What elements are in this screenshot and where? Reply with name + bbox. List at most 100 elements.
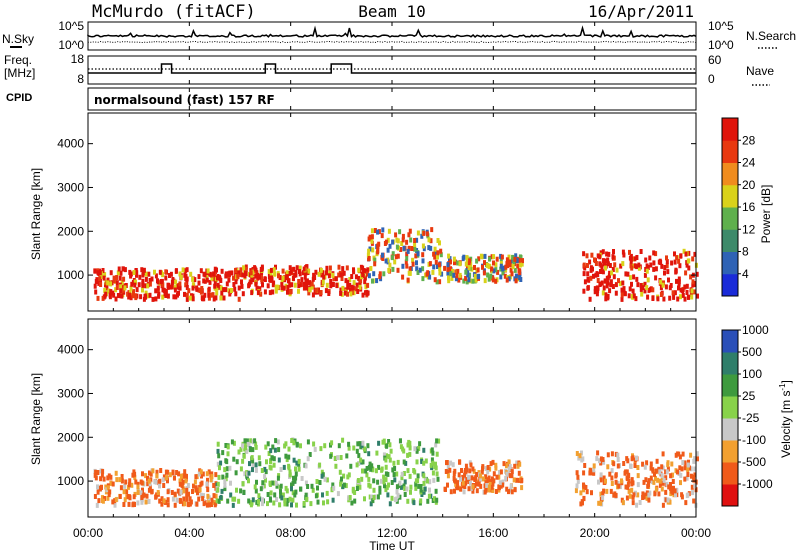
range-cell (119, 288, 123, 294)
range-cell (106, 495, 110, 501)
range-cell (689, 466, 693, 472)
range-cell (166, 284, 170, 290)
range-cell (495, 256, 499, 262)
range-cell (432, 477, 436, 483)
range-cell (290, 438, 294, 443)
range-cell (661, 451, 665, 457)
range-cell (405, 239, 409, 245)
range-cell (504, 264, 508, 270)
range-cell (415, 260, 418, 266)
range-cell (624, 469, 628, 475)
range-cell (220, 290, 224, 296)
range-cell (363, 446, 366, 452)
range-cell (382, 438, 386, 444)
range-cell (683, 460, 687, 466)
range-cell (122, 489, 126, 495)
range-cell (507, 276, 511, 282)
range-cell (637, 265, 641, 271)
range-cell (626, 481, 630, 487)
range-cell (691, 279, 695, 285)
range-cell (636, 482, 640, 488)
range-cell (147, 271, 151, 277)
range-cell (581, 500, 584, 506)
range-cell (605, 283, 609, 289)
range-cell (507, 459, 511, 465)
range-cell (302, 501, 306, 506)
range-cell (373, 228, 377, 233)
range-cell (188, 496, 192, 502)
range-cell (207, 502, 211, 508)
range-cell (311, 292, 315, 298)
range-cell (128, 292, 132, 298)
range-cell (402, 471, 406, 476)
range-cell (486, 272, 490, 278)
range-cell (255, 479, 258, 485)
range-cell (684, 251, 688, 257)
range-cell (628, 286, 632, 292)
range-cell (630, 481, 634, 487)
range-cell (421, 243, 425, 249)
range-cell (394, 232, 398, 238)
range-cell (617, 483, 621, 489)
range-cell (169, 271, 173, 277)
range-cell (355, 462, 359, 468)
range-cell (480, 469, 484, 475)
range-cell (666, 462, 670, 468)
range-cell (221, 450, 225, 456)
range-cell (425, 478, 429, 484)
range-cell (115, 275, 119, 280)
range-cell (240, 283, 244, 289)
range-cell (647, 497, 651, 503)
range-cell (174, 268, 178, 274)
range-cell (380, 233, 384, 239)
range-cell (185, 285, 189, 290)
range-cell (180, 482, 184, 488)
range-cell (658, 482, 662, 488)
range-cell (255, 285, 259, 291)
range-cell (494, 462, 498, 468)
range-cell (582, 271, 586, 277)
range-cell (355, 486, 359, 491)
range-cell (237, 296, 241, 302)
range-cell (234, 267, 237, 273)
range-cell (118, 275, 122, 281)
range-cell (692, 498, 696, 504)
range-cell (155, 473, 159, 479)
range-cell (178, 281, 182, 287)
range-cell (225, 472, 229, 478)
range-cell (333, 455, 337, 461)
range-cell (628, 249, 631, 255)
range-cell (582, 288, 586, 294)
range-cell (426, 498, 430, 504)
range-cell (444, 469, 448, 474)
range-cell (292, 273, 296, 278)
range-cell (686, 258, 690, 264)
range-cell (452, 471, 456, 476)
range-cell (382, 474, 386, 480)
range-cell (227, 277, 231, 283)
range-cell (467, 479, 471, 484)
range-cell (134, 268, 138, 273)
range-cell (212, 493, 216, 499)
range-cell (419, 484, 423, 489)
range-cell (406, 498, 410, 504)
range-cell (183, 268, 187, 274)
range-cell (287, 271, 291, 276)
range-cell (671, 290, 675, 296)
range-cell (461, 474, 465, 480)
range-cell (114, 470, 118, 476)
range-cell (679, 294, 682, 300)
range-cell (356, 478, 360, 483)
colorbar-tick-label: 4 (742, 267, 749, 281)
range-cell (384, 457, 388, 463)
range-cell (491, 277, 495, 283)
range-cell (237, 285, 241, 291)
range-cell (362, 268, 366, 274)
range-cell (405, 263, 409, 269)
range-cell (216, 481, 220, 487)
range-cell (516, 463, 520, 469)
range-cell (583, 463, 587, 468)
range-cell (225, 466, 229, 472)
range-cell (688, 465, 691, 471)
range-cell (438, 266, 442, 271)
